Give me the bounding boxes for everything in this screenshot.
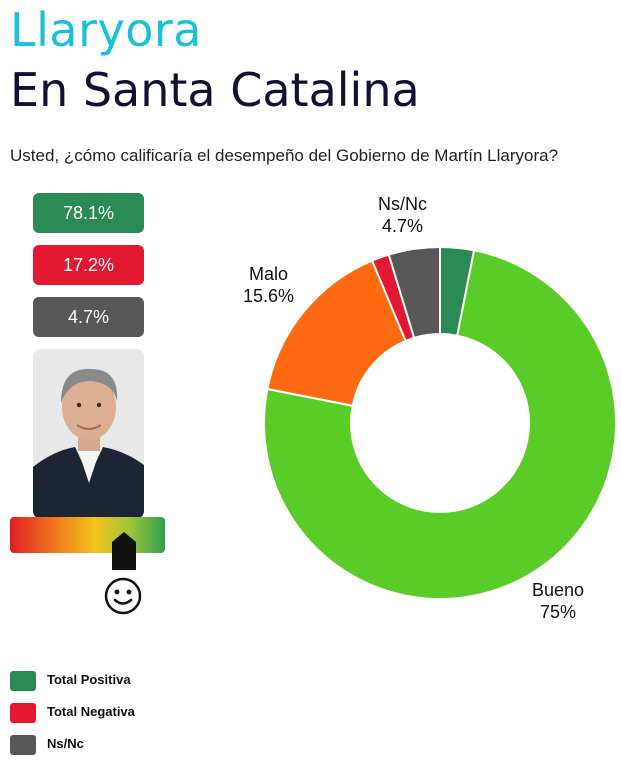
- smiley-face-icon: [104, 577, 142, 615]
- legend-swatch: [10, 735, 36, 755]
- legend-label: Ns/Nc: [47, 736, 84, 751]
- meter-pointer-icon: [112, 532, 136, 570]
- legend-swatch: [10, 703, 36, 723]
- slice-name-nsnc: Ns/Nc: [378, 194, 427, 214]
- donut-slice-bueno: [263, 249, 617, 600]
- slice-value-nsnc: 4.7%: [381, 216, 424, 236]
- slice-label-nsnc: Ns/Nc 4.7%: [378, 193, 427, 237]
- candidate-photo: [33, 349, 144, 519]
- nsnc-badge: 4.7%: [33, 297, 144, 337]
- slice-name-malo: Malo: [249, 264, 289, 284]
- total-negative-badge: 17.2%: [33, 245, 144, 285]
- approval-meter: [10, 517, 165, 553]
- legend-label: Total Positiva: [47, 672, 131, 687]
- slice-value-bueno: 75%: [540, 602, 577, 622]
- page-title: Llaryora: [10, 3, 202, 57]
- legend-swatch: [10, 671, 36, 691]
- slice-label-malo: Malo 15.6%: [243, 263, 294, 307]
- donut-chart: [263, 245, 617, 600]
- legend-label: Total Negativa: [47, 704, 135, 719]
- slice-name-bueno: Bueno: [532, 580, 585, 600]
- survey-question: Usted, ¿cómo calificaría el desempeño de…: [10, 146, 559, 165]
- slice-value-malo: 15.6%: [243, 286, 295, 306]
- page-subtitle: En Santa Catalina: [10, 63, 420, 117]
- total-positive-badge: 78.1%: [33, 193, 144, 233]
- slice-label-bueno: Bueno 75%: [532, 579, 584, 623]
- donut-slice-ns-nc: [387, 245, 441, 340]
